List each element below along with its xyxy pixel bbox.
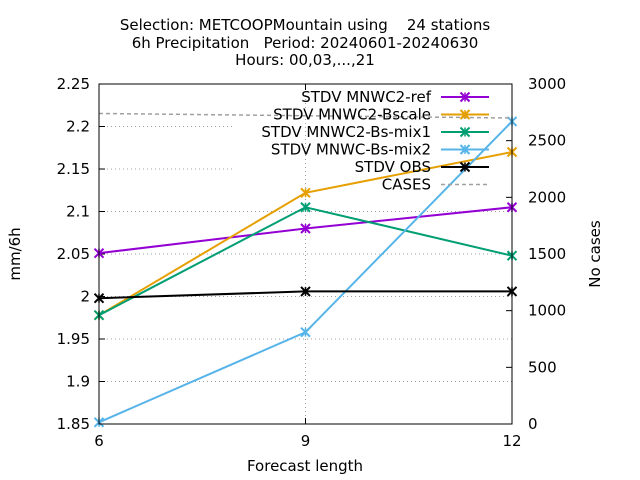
data-point-series-0 bbox=[300, 223, 311, 234]
chart-title-line-2: 6h Precipitation Period: 20240601-202406… bbox=[132, 34, 479, 52]
x-tick-label: 12 bbox=[502, 432, 521, 450]
legend-label-4: STDV OBS bbox=[355, 158, 431, 176]
y-tick-label: 2.2 bbox=[66, 118, 90, 136]
y-tick-label: 1.95 bbox=[57, 330, 90, 348]
y2-axis-label: No cases bbox=[586, 220, 604, 288]
legend-label-0: STDV MNWC2-ref bbox=[301, 88, 431, 106]
y2-tick-label: 1500 bbox=[528, 245, 566, 263]
y-tick-label: 1.9 bbox=[66, 373, 90, 391]
y-tick-label: 2.25 bbox=[57, 75, 90, 93]
plot-frame bbox=[98, 83, 513, 425]
x-tick-label: 6 bbox=[94, 432, 104, 450]
legend-marker-0 bbox=[459, 91, 471, 103]
legend-label-2: STDV MNWC2-Bs-mix1 bbox=[261, 123, 431, 141]
y2-tick-label: 2000 bbox=[528, 188, 566, 206]
legend-label-1: STDV MNWC2-Bscale bbox=[273, 106, 431, 124]
legend-marker-4 bbox=[459, 161, 471, 173]
legend-label-3: STDV MNWC-Bs-mix2 bbox=[271, 141, 431, 159]
data-point-series-1 bbox=[300, 187, 311, 199]
legend-marker-3 bbox=[459, 144, 471, 155]
y-tick-label: 2 bbox=[80, 288, 90, 306]
y-tick-label: 2.05 bbox=[57, 245, 90, 263]
y2-tick-label: 0 bbox=[528, 415, 538, 433]
data-point-series-4 bbox=[300, 286, 311, 297]
x-tick-label: 9 bbox=[301, 432, 311, 450]
series-line-5 bbox=[98, 112, 513, 119]
y-tick-label: 2.1 bbox=[66, 203, 90, 221]
x-axis-label: Forecast length bbox=[247, 457, 363, 475]
y2-tick-label: 500 bbox=[528, 358, 557, 376]
legend-marker-2 bbox=[459, 126, 471, 138]
y-axis-label: mm/6h bbox=[6, 227, 24, 280]
data-point-series-2 bbox=[300, 202, 311, 213]
chart-title-line-3: Hours: 00,03,...,21 bbox=[235, 51, 375, 69]
y2-tick-label: 1000 bbox=[528, 302, 566, 320]
y-tick-label: 1.85 bbox=[57, 415, 90, 433]
y2-tick-label: 2500 bbox=[528, 132, 566, 150]
y2-tick-label: 3000 bbox=[528, 75, 566, 93]
legend-label-5: CASES bbox=[382, 176, 431, 194]
chart-title-line-1: Selection: METCOOPMountain using 24 stat… bbox=[120, 16, 490, 34]
legend-marker-1 bbox=[459, 109, 471, 120]
y-tick-label: 2.15 bbox=[57, 160, 90, 178]
plot-area: 1.85 1.9 1.95 2 2.05 2.1 2.15 2.2 2.25 0 500 1000 15… bbox=[57, 75, 567, 450]
data-point-series-3 bbox=[300, 326, 311, 338]
